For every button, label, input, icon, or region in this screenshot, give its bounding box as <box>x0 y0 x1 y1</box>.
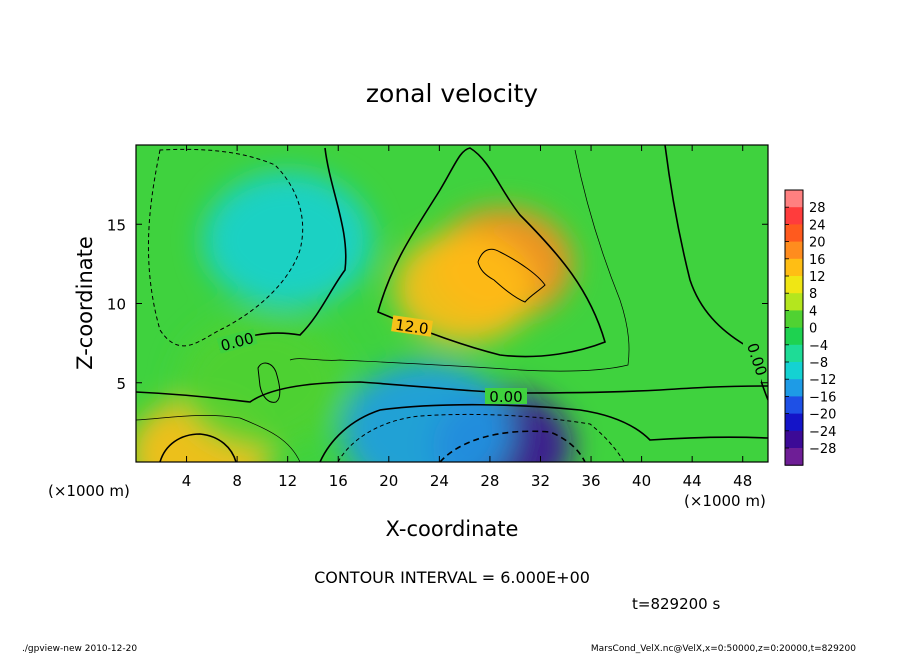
colorbar-swatch <box>785 430 803 449</box>
colorbar-label: −12 <box>809 373 836 388</box>
colorbar-label: 12 <box>809 270 826 285</box>
colorbar-swatch <box>785 379 803 397</box>
x-tick-label: 40 <box>632 472 651 490</box>
field-feature-4 <box>341 362 512 462</box>
colorbar-swatch <box>785 310 803 329</box>
footer-right: MarsCond_VelX.nc@VelX,x=0:50000,z=0:2000… <box>591 644 856 654</box>
field-feature-1 <box>394 231 535 344</box>
x-tick-label: 24 <box>430 472 449 490</box>
colorbar-label: −28 <box>809 442 836 457</box>
time-label: t=829200 s <box>632 595 720 613</box>
colorbar-label: −8 <box>809 356 828 371</box>
x-axis-label: X-coordinate <box>386 517 519 541</box>
x-tick-label: 12 <box>278 472 297 490</box>
contour-neg6 <box>337 413 625 462</box>
colorbar-swatch <box>785 224 803 243</box>
contour-0-upper <box>219 147 347 351</box>
x-tick-label: 16 <box>329 472 348 490</box>
contour-neg-left <box>147 148 304 347</box>
colorbar-swatch <box>785 258 803 277</box>
x-tick-label: 28 <box>480 472 499 490</box>
colorbar-swatch <box>785 241 803 260</box>
colorbar-label: 8 <box>809 287 817 302</box>
contour-lines <box>136 145 768 462</box>
colorbar-label: 4 <box>809 304 817 319</box>
x-tick-label: 8 <box>232 472 242 490</box>
contour-18 <box>477 248 546 303</box>
colorbar-swatch <box>785 190 803 208</box>
x-unit-left: (×1000 m) <box>48 482 130 500</box>
y-axis-label: Z-coordinate <box>73 236 97 370</box>
x-tick-label: 32 <box>531 472 550 490</box>
contour-0-bottom <box>319 403 768 462</box>
colorbar-label: −4 <box>809 339 828 354</box>
contour-label-12: 12.0 <box>394 316 430 338</box>
colorbar-swatch <box>785 344 803 363</box>
colorbar-label: 24 <box>809 218 826 233</box>
chart-title: zonal velocity <box>366 79 538 108</box>
colorbar: 28 24 20 16 12 8 4 0 −4 −8 −12 −16 −20 −24 −28 <box>784 189 836 466</box>
colorbar-label: 16 <box>809 253 826 268</box>
contour-interval: CONTOUR INTERVAL = 6.000E+00 <box>314 568 590 587</box>
colorbar-swatch <box>785 362 803 380</box>
contour-thin-b <box>289 149 630 372</box>
y-axis-ticks: 5 10 15 <box>107 216 768 393</box>
plot-area: 12.0 0.00 0.00 0.00 <box>136 145 768 462</box>
colorbar-swatch <box>785 207 803 225</box>
x-unit-right: (×1000 m) <box>684 492 766 510</box>
contour-pos-island <box>257 362 281 403</box>
x-tick-label: 48 <box>733 472 752 490</box>
colorbar-label: −24 <box>809 425 836 440</box>
colorbar-swatch <box>785 413 803 432</box>
contour-neg12 <box>439 430 586 462</box>
colorbar-swatch <box>785 448 803 466</box>
contour-label-0-mid: 0.00 <box>489 388 522 406</box>
colorbar-label: 20 <box>809 236 826 251</box>
y-tick-label: 15 <box>107 216 126 234</box>
field-feature-2 <box>202 172 373 309</box>
x-axis-ticks: 4 8 12 16 20 24 28 32 36 40 44 48 <box>182 145 752 490</box>
colorbar-label: 0 <box>809 322 817 337</box>
y-tick-label: 5 <box>116 375 126 393</box>
colorbar-label: −20 <box>809 408 836 423</box>
colorbar-label: −16 <box>809 390 836 405</box>
contour-0-mid <box>136 381 768 403</box>
x-tick-label: 4 <box>182 472 192 490</box>
colorbar-swatch <box>785 327 803 346</box>
contour-12 <box>377 147 606 358</box>
y-tick-label: 10 <box>107 296 126 314</box>
colorbar-swatch <box>785 293 803 311</box>
contour-thin-a <box>136 415 301 462</box>
footer-left: ./gpview-new 2010-12-20 <box>22 644 137 654</box>
colorbar-swatch <box>785 276 803 294</box>
x-tick-label: 36 <box>581 472 600 490</box>
contour-pos-bl <box>159 433 237 462</box>
x-tick-label: 20 <box>379 472 398 490</box>
x-tick-label: 44 <box>683 472 702 490</box>
colorbar-label: 28 <box>809 201 826 216</box>
colorbar-swatch <box>785 396 803 415</box>
